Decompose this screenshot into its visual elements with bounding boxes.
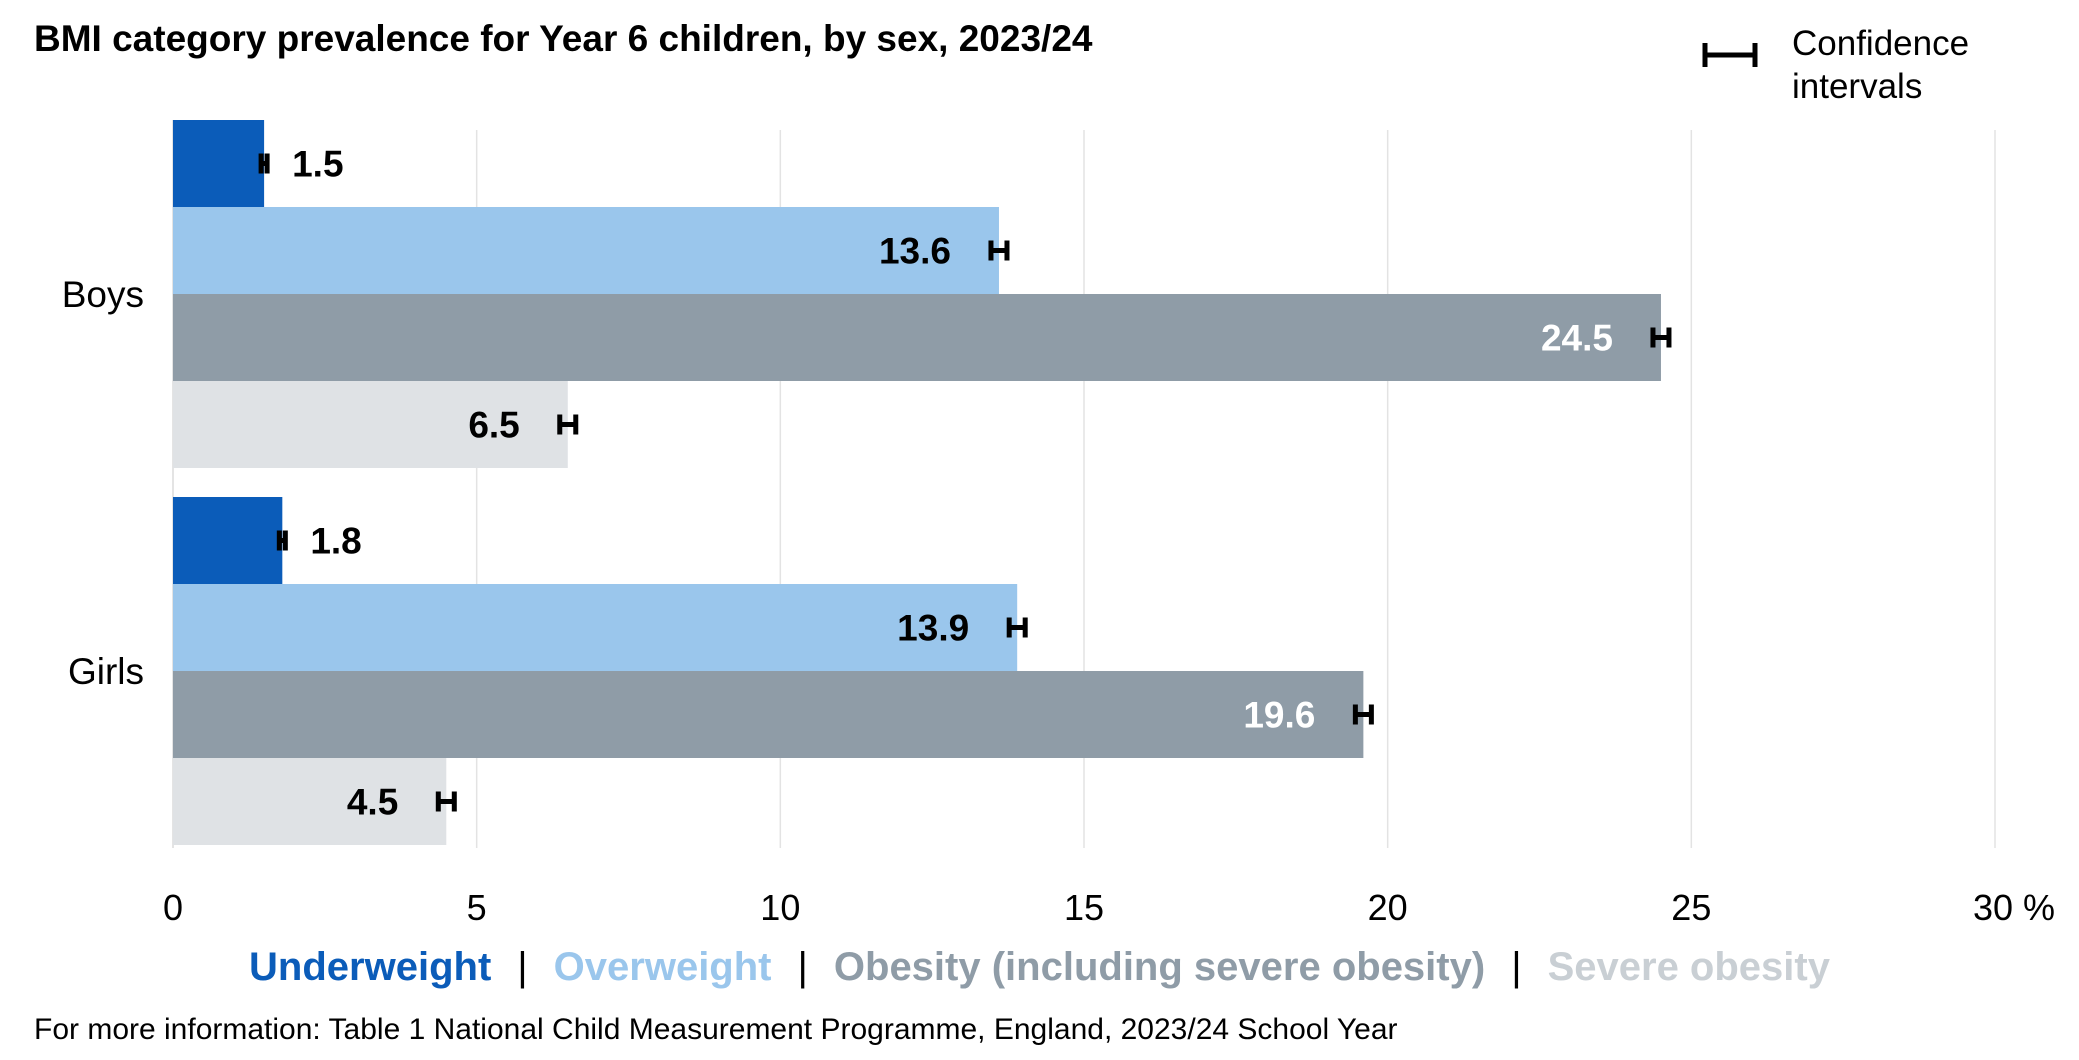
confidence-interval-icon [1702, 43, 1758, 67]
category-label-girls: Girls [68, 651, 144, 692]
bar-overweight [173, 584, 1018, 671]
bar-underweight [173, 120, 265, 207]
confidence-interval-label-line2: intervals [1792, 67, 1923, 106]
confidence-interval-label: Confidence intervals [1792, 22, 1969, 108]
bar-severe [173, 381, 568, 468]
data-label: 13.9 [897, 608, 969, 649]
legend-separator: | [517, 945, 528, 989]
category-label-boys: Boys [62, 274, 144, 315]
footnote: For more information: Table 1 National C… [34, 1013, 1398, 1046]
bar-severe [173, 758, 447, 845]
confidence-interval-legend: Confidence intervals [1700, 22, 1969, 112]
x-tick-label: 30 % [1973, 887, 2055, 928]
data-label: 1.8 [310, 521, 361, 562]
data-label: 19.6 [1243, 695, 1315, 736]
legend-item-underweight: Underweight [249, 945, 492, 989]
x-tick-label: 25 [1671, 887, 1711, 928]
data-label: 6.5 [468, 405, 519, 446]
bar-overweight [173, 207, 999, 294]
legend-item-obesity: Obesity (including severe obesity) [833, 945, 1486, 989]
x-tick-label: 20 [1368, 887, 1408, 928]
confidence-interval-label-line1: Confidence [1792, 24, 1970, 63]
x-tick-label: 0 [163, 887, 183, 928]
data-label: 4.5 [347, 782, 398, 823]
data-label: 1.5 [292, 144, 343, 185]
bar-obesity [173, 671, 1364, 758]
legend-item-severe-obesity: Severe obesity [1547, 945, 1830, 989]
chart-title: BMI category prevalence for Year 6 child… [34, 18, 1093, 59]
legend-item-overweight: Overweight [553, 945, 772, 989]
legend-separator: | [797, 945, 808, 989]
bar-obesity [173, 294, 1661, 381]
x-tick-label: 10 [760, 887, 800, 928]
x-tick-label: 15 [1064, 887, 1104, 928]
bar-chart: 0 5 10 15 20 25 30 % Boys 1.5 13.6 24.5 6.5 Girls 1.8… [62, 120, 2055, 928]
series-legend: Underweight | Overweight | Obesity (includin… [0, 945, 2079, 990]
x-tick-label: 5 [467, 887, 487, 928]
legend-separator: | [1511, 945, 1522, 989]
data-label: 24.5 [1541, 318, 1613, 359]
bar-underweight [173, 497, 283, 584]
data-label: 13.6 [879, 231, 951, 272]
